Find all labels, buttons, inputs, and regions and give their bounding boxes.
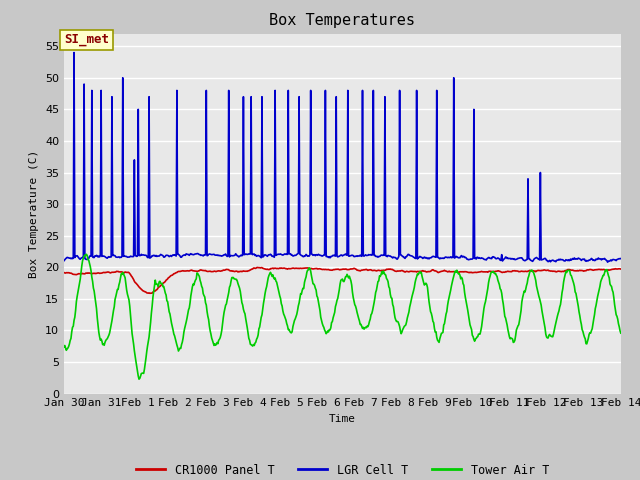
Y-axis label: Box Temperature (C): Box Temperature (C) [29,149,40,278]
Title: Box Temperatures: Box Temperatures [269,13,415,28]
Text: SI_met: SI_met [64,34,109,47]
X-axis label: Time: Time [329,414,356,424]
Legend: CR1000 Panel T, LGR Cell T, Tower Air T: CR1000 Panel T, LGR Cell T, Tower Air T [131,459,554,480]
